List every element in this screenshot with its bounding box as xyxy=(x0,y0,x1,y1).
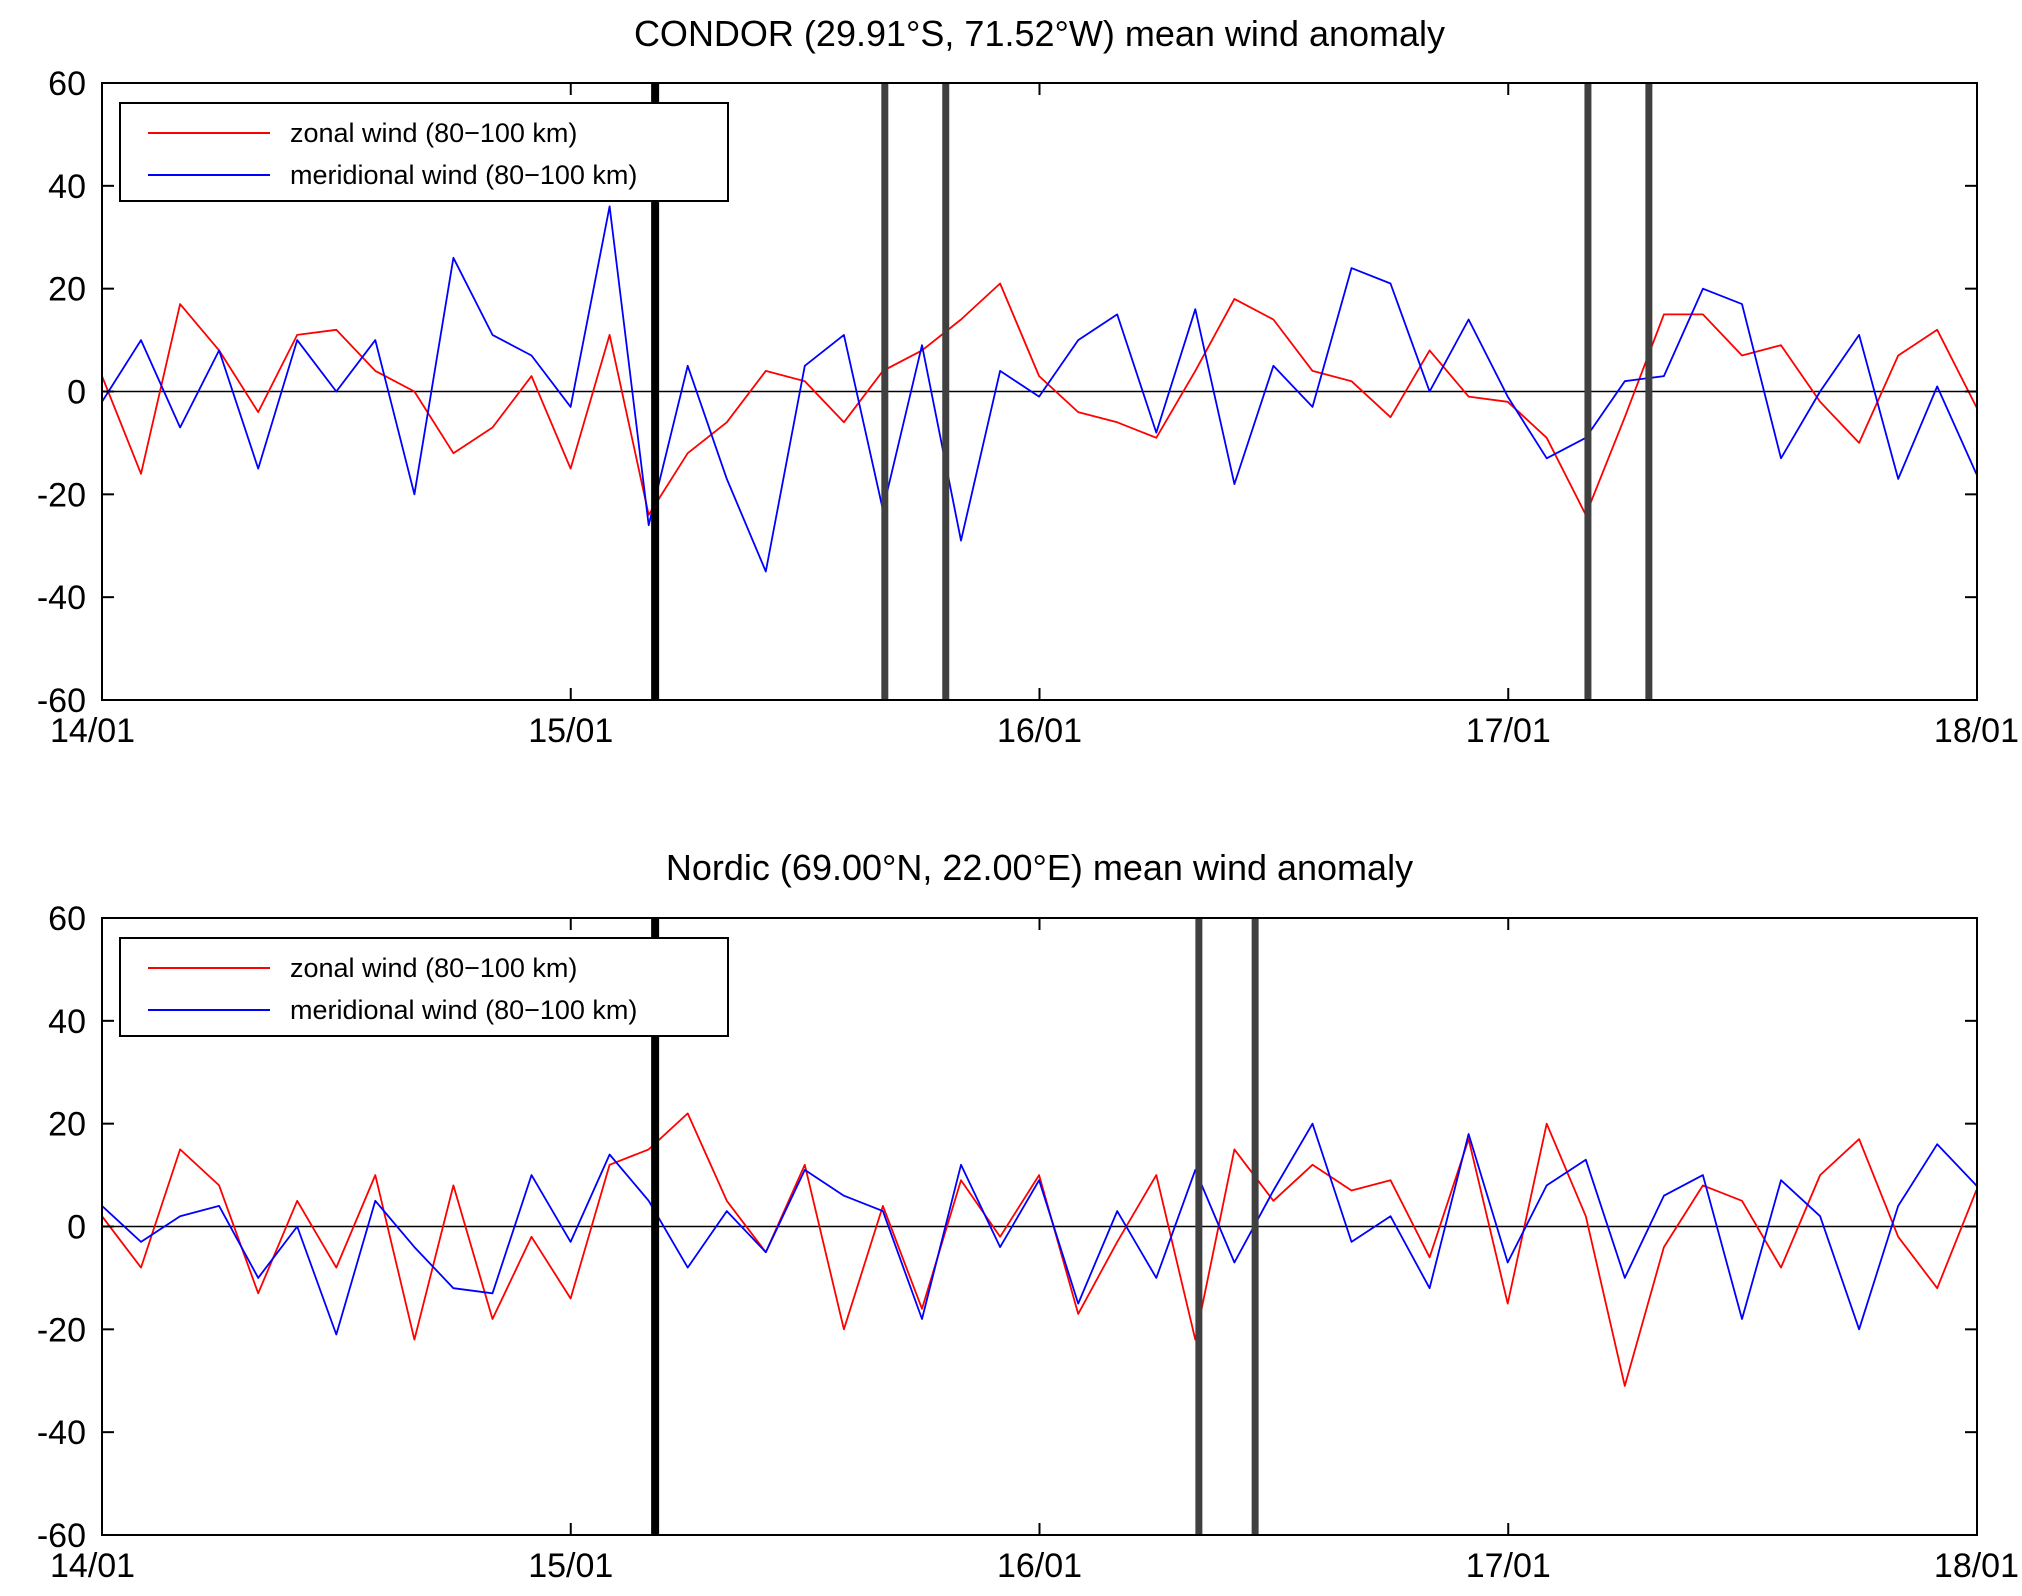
y-tick-label: 60 xyxy=(48,65,86,103)
y-tick-label: 40 xyxy=(48,168,86,206)
x-tick-label: 16/01 xyxy=(997,712,1082,750)
series-line-zonal xyxy=(102,282,1977,516)
x-tick-label: 14/01 xyxy=(50,712,135,750)
x-tick-label: 14/01 xyxy=(50,1547,135,1585)
series-line-meridional xyxy=(102,205,1977,573)
y-tick-label: 0 xyxy=(67,1209,86,1247)
y-tick-label: -20 xyxy=(37,1311,86,1349)
x-tick-label: 16/01 xyxy=(997,1547,1082,1585)
y-tick-label: -20 xyxy=(37,476,86,514)
y-tick-label: 20 xyxy=(48,271,86,309)
y-tick-label: -40 xyxy=(37,1414,86,1452)
y-tick-label: 60 xyxy=(48,900,86,938)
chart-title: Nordic (69.00°N, 22.00°E) mean wind anom… xyxy=(666,847,1413,888)
legend-label-meridional: meridional wind (80−100 km) xyxy=(290,160,637,190)
x-tick-label: 18/01 xyxy=(1934,1547,2019,1585)
chart-panel-condor: CONDOR (29.91°S, 71.52°W) mean wind anom… xyxy=(37,13,2019,750)
y-tick-label: 20 xyxy=(48,1106,86,1144)
y-tick-label: -60 xyxy=(37,1517,86,1555)
legend-box xyxy=(119,937,729,1037)
y-tick-label: -40 xyxy=(37,579,86,617)
y-tick-label: 40 xyxy=(48,1003,86,1041)
x-tick-label: 15/01 xyxy=(528,1547,613,1585)
series-line-meridional xyxy=(102,1122,1977,1336)
legend: zonal wind (80−100 km) meridional wind (8… xyxy=(119,102,729,202)
legend-label-zonal: zonal wind (80−100 km) xyxy=(290,118,577,148)
legend-box xyxy=(119,102,729,202)
legend: zonal wind (80−100 km) meridional wind (8… xyxy=(119,937,729,1037)
legend-label-meridional: meridional wind (80−100 km) xyxy=(290,995,637,1025)
x-tick-label: 17/01 xyxy=(1466,712,1551,750)
x-tick-label: 18/01 xyxy=(1934,712,2019,750)
x-tick-label: 15/01 xyxy=(528,712,613,750)
series-line-zonal xyxy=(102,1112,1977,1387)
chart-panel-nordic: Nordic (69.00°N, 22.00°E) mean wind anom… xyxy=(37,847,2019,1585)
x-tick-label: 17/01 xyxy=(1466,1547,1551,1585)
y-tick-label: 0 xyxy=(67,374,86,412)
y-tick-label: -60 xyxy=(37,682,86,720)
chart-title: CONDOR (29.91°S, 71.52°W) mean wind anom… xyxy=(634,13,1445,54)
legend-label-zonal: zonal wind (80−100 km) xyxy=(290,953,577,983)
